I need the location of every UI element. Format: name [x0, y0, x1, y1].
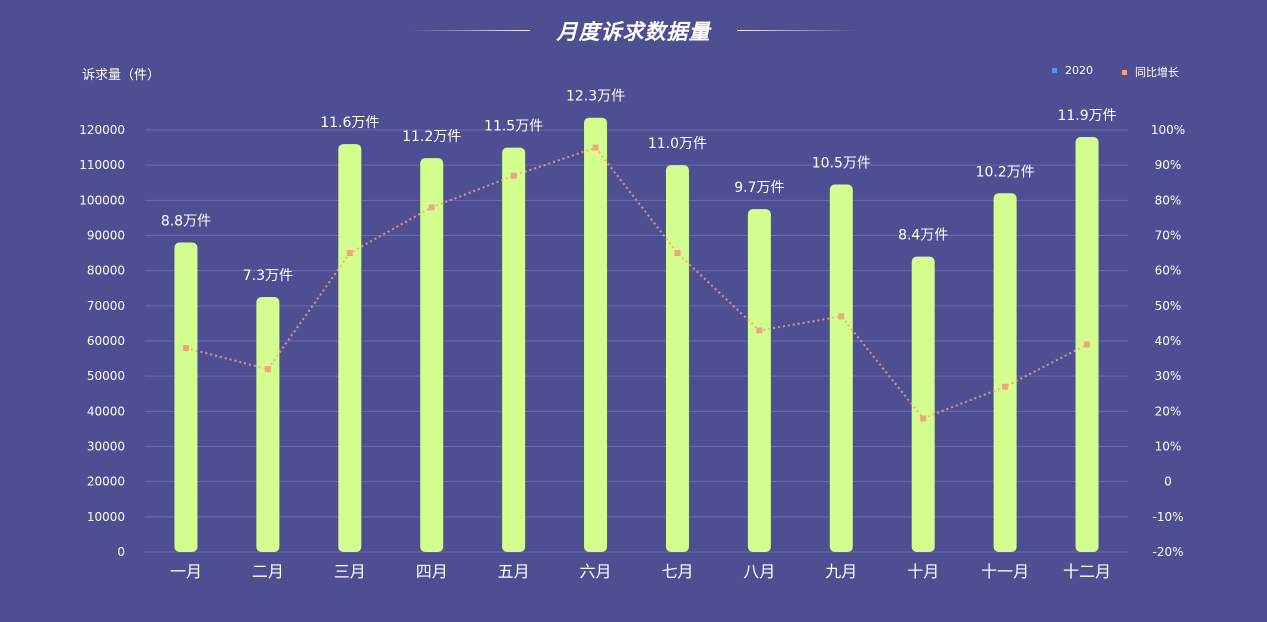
bar-value-label: 11.0万件: [648, 136, 707, 152]
y-left-tick-label: 0: [117, 545, 125, 559]
chart-title: 月度诉求数据量: [556, 20, 711, 44]
bar-3: [338, 144, 362, 553]
y-axis-title: 诉求量（件）: [82, 68, 161, 83]
bar-4: [420, 158, 444, 552]
bar-value-label: 11.6万件: [320, 115, 379, 131]
yoy-growth-point: [756, 327, 763, 334]
bar-5: [502, 147, 526, 553]
bar-9: [829, 184, 853, 552]
yoy-growth-point: [264, 366, 271, 373]
bar-8: [747, 209, 771, 552]
x-tick-label: 七月: [661, 562, 693, 581]
y-right-tick-label: 40%: [1155, 334, 1182, 348]
y-left-tick-label: 110000: [79, 158, 125, 172]
bar-value-label: 8.4万件: [898, 228, 948, 244]
x-tick-label: 五月: [498, 562, 530, 581]
y-right-tick-label: 90%: [1155, 158, 1182, 172]
title-decor-line-right: [737, 30, 857, 31]
y-left-tick-label: 70000: [87, 299, 125, 313]
legend-item-2020[interactable]: 2020: [1052, 64, 1093, 77]
x-tick-label: 十二月: [1063, 562, 1111, 581]
bar-value-label: 11.5万件: [484, 119, 543, 135]
y-right-tick-label: 60%: [1155, 264, 1182, 278]
y-left-tick-label: 50000: [87, 369, 125, 383]
x-tick-label: 十月: [907, 562, 939, 581]
y-right-tick-label: 50%: [1155, 299, 1182, 313]
yoy-growth-line: [185, 146, 1088, 420]
y-right-tick-label: -20%: [1152, 545, 1183, 559]
y-right-tick-label: 30%: [1155, 369, 1182, 383]
x-tick-label: 四月: [416, 562, 448, 581]
bar-7: [665, 165, 689, 552]
y-left-tick-label: 80000: [87, 264, 125, 278]
y-left-tick-label: 10000: [87, 510, 125, 524]
y-left-tick-label: 30000: [87, 440, 125, 454]
bar-2: [256, 297, 280, 552]
bar-value-label: 10.5万件: [812, 156, 871, 172]
legend-swatch-2020: [1052, 68, 1057, 73]
yoy-growth-point: [346, 250, 353, 257]
y-left-tick-label: 20000: [87, 475, 125, 489]
y-right-tick-label: -10%: [1152, 510, 1183, 524]
yoy-growth-point: [674, 250, 681, 257]
bar-value-label: 12.3万件: [566, 89, 625, 105]
bar-value-label: 11.2万件: [402, 129, 461, 145]
legend-item-yoy-growth[interactable]: 同比增长: [1122, 64, 1179, 80]
x-tick-label: 二月: [252, 562, 284, 581]
y-right-tick-label: 100%: [1151, 123, 1185, 137]
y-left-tick-label: 100000: [79, 193, 125, 207]
y-right-tick-label: 10%: [1155, 440, 1182, 454]
bar-value-label: 8.8万件: [161, 214, 211, 230]
yoy-growth-point: [838, 313, 845, 320]
legend-label-yoy-growth: 同比增长: [1135, 66, 1179, 79]
y-right-tick-label: 20%: [1155, 404, 1182, 418]
x-tick-label: 九月: [825, 562, 857, 581]
y-left-tick-label: 90000: [87, 229, 125, 243]
bar-10: [911, 256, 935, 552]
chart-title-area: 月度诉求数据量: [0, 14, 1267, 54]
legend-swatch-yoy-growth: [1122, 69, 1127, 75]
y-left-tick-label: 60000: [87, 334, 125, 348]
x-tick-label: 六月: [580, 562, 612, 581]
y-right-tick-label: 70%: [1155, 229, 1182, 243]
x-tick-label: 十一月: [981, 562, 1029, 581]
yoy-growth-point: [1084, 341, 1091, 348]
y-left-tick-label: 40000: [87, 404, 125, 418]
yoy-growth-point: [182, 345, 189, 352]
bar-value-label: 7.3万件: [243, 268, 293, 284]
y-right-tick-label: 0: [1164, 475, 1172, 489]
bar-6: [584, 117, 608, 553]
yoy-growth-point: [428, 204, 435, 211]
yoy-growth-point: [1002, 383, 1009, 390]
bar-11: [993, 193, 1017, 553]
x-tick-label: 一月: [170, 562, 202, 581]
bar-1: [174, 242, 198, 553]
x-tick-label: 三月: [334, 562, 366, 581]
bar-value-label: 11.9万件: [1057, 108, 1116, 124]
yoy-growth-point: [510, 172, 517, 179]
legend-label-2020: 2020: [1065, 64, 1093, 77]
title-decor-line-left: [410, 30, 530, 31]
bar-value-label: 9.7万件: [734, 180, 784, 196]
y-left-tick-label: 120000: [79, 123, 125, 137]
y-right-tick-label: 80%: [1155, 193, 1182, 207]
x-tick-label: 八月: [743, 562, 775, 581]
yoy-growth-point: [920, 415, 927, 422]
bar-value-label: 10.2万件: [976, 164, 1035, 180]
yoy-growth-point: [592, 144, 599, 151]
